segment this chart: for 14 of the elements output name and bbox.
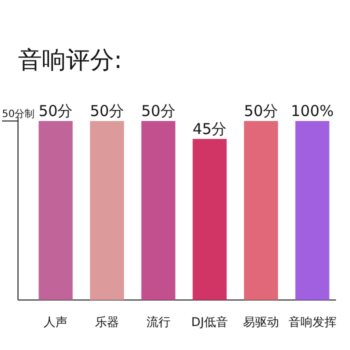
data-label: 45分	[192, 120, 227, 138]
data-label: 50分	[141, 102, 176, 120]
x-tick-label: DJ低音	[191, 315, 228, 329]
x-tick-label: 人声	[44, 315, 68, 329]
x-tick-label: 流行	[146, 315, 170, 329]
x-tick-label: 易驱动	[243, 315, 279, 329]
annotation: 100%	[290, 102, 334, 120]
x-tick-label: 音响发挥	[288, 315, 336, 329]
x-tick-label: 乐器	[95, 315, 119, 329]
data-label: 50分	[90, 102, 124, 120]
chart-title: 音响评分:	[18, 46, 122, 74]
data-label: 50分	[244, 102, 278, 120]
y-axis-title: 50分制	[2, 108, 35, 120]
data-label: 50分	[38, 102, 73, 120]
